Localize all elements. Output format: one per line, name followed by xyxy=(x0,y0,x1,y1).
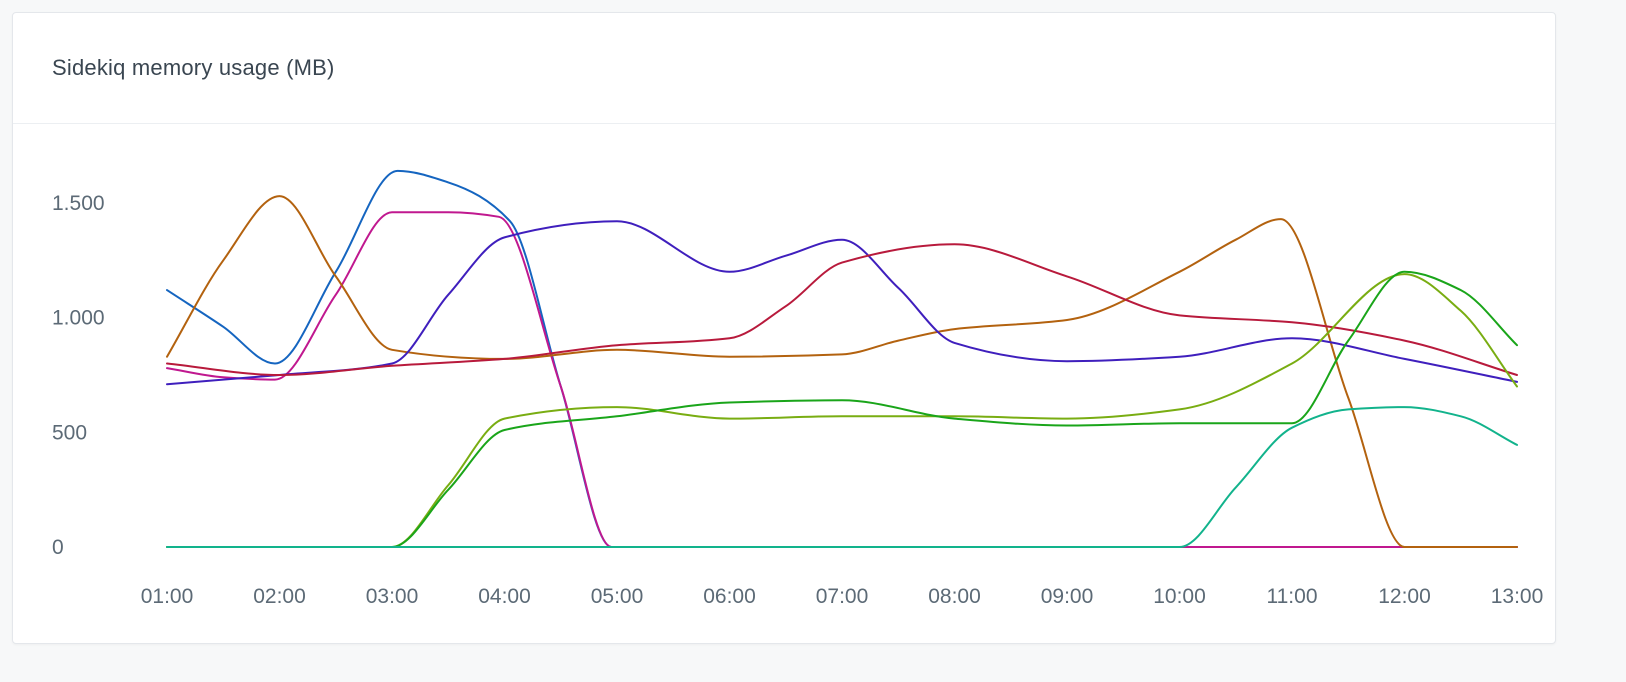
x-tick-label: 09:00 xyxy=(1041,585,1094,608)
panel-title: Sidekiq memory usage (MB) xyxy=(52,55,335,80)
x-tick-label: 05:00 xyxy=(591,585,644,608)
series-line-1[interactable] xyxy=(166,169,1518,549)
x-axis-ticks: 01:00 02:00 03:00 04:00 05:00 06:00 07:00 08:00… xyxy=(141,585,1544,608)
y-tick-label: 1.500 xyxy=(52,192,105,215)
series-line-5[interactable] xyxy=(166,243,1518,376)
x-tick-label: 07:00 xyxy=(816,585,869,608)
x-tick-label: 12:00 xyxy=(1378,585,1431,608)
memory-usage-panel: Sidekiq memory usage (MB) xyxy=(12,12,1556,644)
series-line-8[interactable] xyxy=(166,406,1518,548)
series-line-4[interactable] xyxy=(166,220,1518,386)
y-tick-label: 0 xyxy=(52,536,64,559)
y-tick-label: 1.000 xyxy=(52,307,105,330)
x-tick-label: 08:00 xyxy=(928,585,981,608)
x-tick-label: 13:00 xyxy=(1491,585,1544,608)
x-tick-label: 10:00 xyxy=(1153,585,1206,608)
x-tick-label: 02:00 xyxy=(253,585,306,608)
x-tick-label: 11:00 xyxy=(1267,585,1318,608)
series-lines xyxy=(166,169,1518,549)
series-line-3[interactable] xyxy=(166,195,1518,548)
x-tick-label: 03:00 xyxy=(366,585,419,608)
x-tick-label: 04:00 xyxy=(478,585,531,608)
y-axis-ticks: 0 500 1.000 1.500 xyxy=(52,192,105,559)
y-tick-label: 500 xyxy=(52,421,87,444)
series-line-7[interactable] xyxy=(166,270,1518,549)
panel-header: Sidekiq memory usage (MB) xyxy=(13,13,1555,124)
series-line-6[interactable] xyxy=(166,273,1518,549)
x-tick-label: 06:00 xyxy=(703,585,756,608)
x-tick-label: 01:00 xyxy=(141,585,194,608)
